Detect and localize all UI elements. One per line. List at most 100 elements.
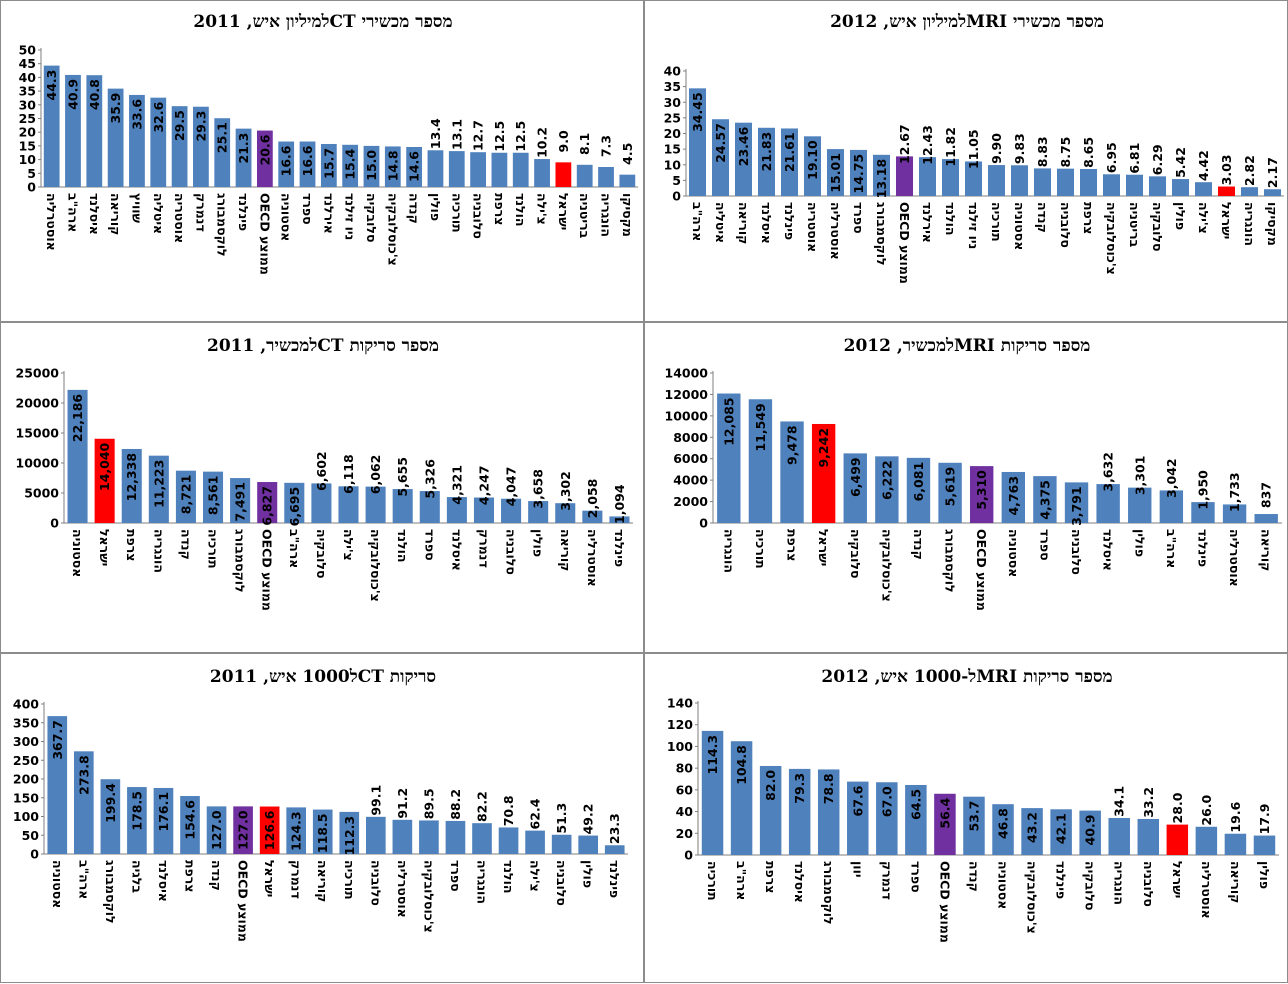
category-label: קוריאה [1259, 529, 1274, 571]
category-label: אירלנד [321, 193, 336, 234]
bar-value-label: 1,094 [612, 484, 627, 524]
category-label: סלובניה [554, 860, 569, 906]
bar [969, 466, 994, 523]
bar [1263, 189, 1282, 196]
category-label: איסלנד [1101, 529, 1116, 571]
bar-value-label: 91.2 [395, 788, 410, 819]
chart-title: מספר סריקות CTלמכשיר, 2011 [207, 336, 439, 356]
bar [734, 122, 753, 196]
bar [448, 151, 465, 187]
chart-mri-scans-2012: מספר סריקות MRIלמכשיר, 2012 0 2000 4000 6000… [665, 336, 1282, 611]
bar [1194, 182, 1213, 196]
bar-value-label: 15.7 [321, 148, 336, 179]
bar-value-label: 3,301 [1132, 456, 1147, 496]
category-label: קוריאה [108, 193, 123, 235]
category-label: תורכיה [206, 529, 221, 569]
category-label: מקסיקו [620, 193, 635, 237]
bar [555, 503, 576, 523]
bar [470, 152, 486, 187]
category-label: פינלנד [1195, 529, 1210, 567]
category-label: לוקסמבורג [821, 861, 836, 925]
category-label: צרפת [1081, 202, 1096, 234]
bar-value-label: 6,695 [287, 487, 302, 527]
y-tick-label: 15000 [16, 426, 60, 441]
bar [578, 835, 599, 854]
y-tick-label: 20 [19, 125, 37, 140]
bar [384, 146, 401, 187]
category-label: צרפת [183, 860, 198, 892]
bar [906, 457, 931, 523]
category-label: צ'כוסלובקיה [385, 193, 400, 266]
category-label: הונגריה [599, 193, 614, 237]
category-label: אסטוניה [1006, 529, 1021, 577]
category-label: יוון [850, 861, 865, 878]
bar [171, 106, 188, 187]
bar-value-label: 6,118 [341, 454, 356, 494]
y-tick-label: 120 [667, 717, 693, 732]
bar-value-label: 32.6 [151, 101, 166, 132]
bar [206, 806, 227, 854]
bar [817, 769, 840, 855]
y-tick-label: 14000 [665, 366, 709, 381]
bar [748, 399, 773, 523]
bar [619, 174, 636, 187]
bar-value-label: 5,310 [974, 470, 989, 510]
bar [711, 119, 730, 196]
bar-value-label: 25.1 [215, 122, 230, 153]
bar [121, 448, 142, 523]
bar [193, 106, 209, 187]
bar-value-label: 23.46 [736, 126, 751, 166]
bar-value-label: 126.6 [262, 810, 277, 850]
bar [1050, 809, 1072, 855]
category-label: צ'כוסלובקיה [368, 529, 383, 602]
y-tick-label: 8000 [673, 430, 708, 445]
bar [1253, 835, 1276, 855]
category-label: קנדה [407, 193, 422, 224]
y-tick-label: 0 [27, 180, 36, 195]
bar [214, 118, 231, 187]
category-label: הולנד [395, 529, 410, 562]
y-tick-label: 15 [664, 142, 681, 157]
y-tick-label: 20 [664, 126, 682, 141]
y-tick-label: 10000 [16, 456, 60, 471]
category-label: פינלנד [1054, 861, 1069, 899]
bar [1056, 168, 1075, 196]
category-label: הולנד [943, 202, 958, 235]
bar-value-label: 9.0 [556, 130, 571, 152]
y-tick-label: 150 [13, 790, 39, 805]
y-tick-label: 4000 [673, 473, 708, 488]
bar-value-label: 29.5 [172, 110, 187, 141]
category-label: בלגיה [129, 860, 144, 893]
y-tick-label: 0 [684, 848, 693, 863]
y-tick-label: 25 [19, 111, 36, 126]
category-label: הונגריה [1112, 861, 1127, 905]
bar [392, 489, 413, 523]
category-label: צ'ילה [535, 193, 550, 225]
bar [1171, 179, 1190, 196]
category-label: סלובניה [471, 193, 486, 239]
bar [1125, 174, 1144, 196]
bar-value-label: 5.42 [1173, 147, 1188, 178]
bar-value-label: 13.4 [428, 118, 443, 149]
bar-value-label: 5,326 [422, 459, 437, 499]
bar-value-label: 17.9 [1257, 804, 1272, 835]
bar-value-label: 4,375 [1037, 480, 1052, 520]
category-label: ארה"ב [690, 202, 705, 241]
y-tick-label: 140 [667, 696, 693, 711]
bar-value-label: 20.6 [257, 134, 272, 165]
y-tick-label: 5 [27, 166, 36, 181]
bar-value-label: 14,040 [97, 442, 112, 491]
bar [780, 421, 804, 523]
bar-value-label: 104.8 [734, 745, 749, 785]
category-label: הולנד [513, 193, 528, 226]
bar [788, 768, 811, 855]
category-label: פינלנד [607, 860, 622, 898]
y-tick-label: 10 [19, 152, 37, 167]
bar-value-label: 14.75 [851, 154, 866, 194]
category-label: סלובקיה [364, 193, 379, 242]
bar-value-label: 4,321 [449, 465, 464, 505]
bar-value-label: 29.3 [193, 111, 208, 142]
y-tick-label: 45 [19, 56, 36, 71]
chart-ct-scans-2011: מספר סריקות CTלמכשיר, 2011 0 5000 10000 1500… [16, 336, 633, 611]
category-label: קוריאה [315, 860, 330, 902]
